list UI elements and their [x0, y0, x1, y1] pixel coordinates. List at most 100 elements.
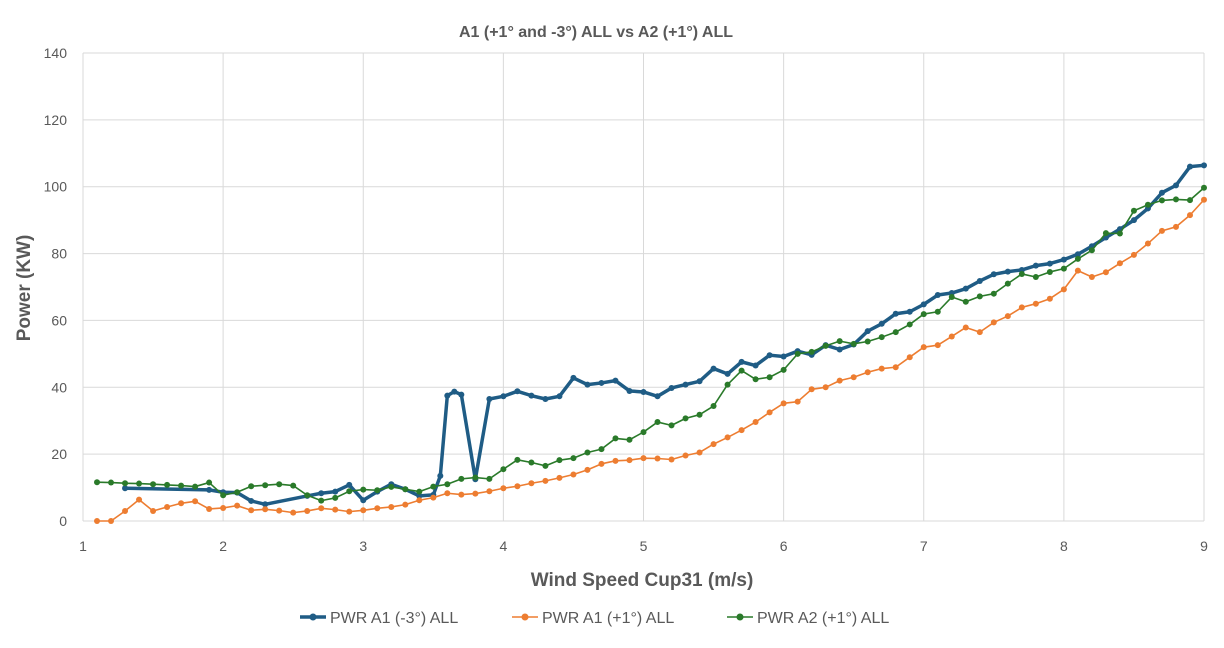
- data-point: [1172, 223, 1179, 230]
- data-point: [542, 395, 549, 402]
- data-point: [1046, 268, 1053, 275]
- data-point: [486, 488, 493, 495]
- series-2: [94, 196, 1207, 524]
- data-point: [108, 479, 115, 486]
- data-point: [1004, 280, 1011, 287]
- data-point: [178, 482, 185, 489]
- data-point: [1201, 162, 1207, 169]
- data-point: [906, 308, 913, 315]
- x-tick-label: 9: [1200, 538, 1208, 554]
- data-point: [542, 462, 549, 469]
- data-point: [1172, 196, 1179, 203]
- data-point: [752, 376, 759, 383]
- data-point: [766, 374, 773, 381]
- y-tick-label: 120: [44, 112, 68, 128]
- data-point: [262, 506, 269, 513]
- data-point: [962, 285, 969, 292]
- data-point: [584, 466, 591, 473]
- data-point: [682, 452, 689, 459]
- data-point: [374, 505, 381, 512]
- data-point: [514, 456, 521, 463]
- y-tick-label: 40: [51, 379, 67, 395]
- x-tick-label: 6: [780, 538, 788, 554]
- data-point: [892, 364, 899, 371]
- data-point: [220, 504, 227, 511]
- data-point: [486, 475, 493, 482]
- legend-label: PWR A1 (-3°) ALL: [330, 610, 458, 627]
- data-point: [1018, 270, 1025, 277]
- data-point: [388, 503, 395, 510]
- data-point: [416, 497, 423, 504]
- data-point: [710, 365, 717, 372]
- data-point: [500, 393, 507, 400]
- data-point: [528, 459, 535, 466]
- data-point: [864, 328, 871, 335]
- data-point: [332, 506, 339, 513]
- data-point: [122, 480, 129, 487]
- data-point: [850, 340, 857, 347]
- data-point: [794, 398, 801, 405]
- data-point: [346, 488, 353, 495]
- data-point: [612, 435, 619, 442]
- x-tick-label: 8: [1060, 538, 1068, 554]
- data-point: [332, 494, 339, 501]
- data-point: [1060, 256, 1067, 263]
- series-1: [122, 162, 1207, 508]
- data-point: [360, 507, 367, 514]
- data-point: [206, 479, 213, 486]
- data-point: [234, 502, 241, 509]
- data-point: [444, 481, 451, 488]
- data-point: [556, 457, 563, 464]
- data-point: [451, 388, 458, 395]
- y-axis-ticks: 0 20 40 60 80 100 120 140: [44, 45, 68, 529]
- series-3: [94, 184, 1207, 504]
- data-point: [514, 388, 521, 395]
- data-point: [346, 508, 353, 515]
- data-point: [920, 301, 927, 308]
- data-point: [626, 436, 633, 443]
- data-point: [1158, 189, 1165, 196]
- data-point: [962, 324, 969, 331]
- data-point: [654, 419, 661, 426]
- data-point: [668, 422, 675, 429]
- y-tick-label: 80: [51, 246, 67, 262]
- data-point: [738, 367, 745, 374]
- data-point: [332, 488, 339, 495]
- data-point: [416, 488, 423, 495]
- data-point: [962, 298, 969, 305]
- data-point: [248, 507, 255, 514]
- data-point: [1004, 313, 1011, 320]
- data-point: [724, 370, 731, 377]
- x-tick-label: 7: [920, 538, 928, 554]
- data-point: [122, 507, 129, 514]
- data-point: [1144, 201, 1151, 208]
- data-point: [318, 490, 325, 497]
- data-point: [752, 419, 759, 426]
- data-point: [94, 518, 101, 524]
- data-point: [1018, 304, 1025, 311]
- data-point: [878, 365, 885, 372]
- data-point: [458, 491, 465, 498]
- data-point: [1004, 268, 1011, 275]
- x-tick-label: 5: [640, 538, 648, 554]
- data-point: [612, 377, 619, 384]
- y-tick-label: 140: [44, 45, 68, 61]
- data-point: [402, 501, 409, 508]
- data-point: [360, 497, 367, 504]
- data-point: [976, 277, 983, 284]
- data-point: [906, 354, 913, 361]
- data-point: [94, 479, 101, 486]
- data-point: [934, 308, 941, 315]
- data-point: [724, 381, 731, 388]
- data-point: [934, 342, 941, 349]
- y-tick-label: 20: [51, 446, 67, 462]
- data-point: [696, 411, 703, 418]
- series-group: [94, 162, 1207, 524]
- data-point: [1060, 286, 1067, 293]
- data-point: [486, 395, 493, 402]
- series-line: [123, 163, 1206, 507]
- data-point: [990, 271, 997, 278]
- data-point: [108, 518, 115, 524]
- data-point: [402, 486, 409, 493]
